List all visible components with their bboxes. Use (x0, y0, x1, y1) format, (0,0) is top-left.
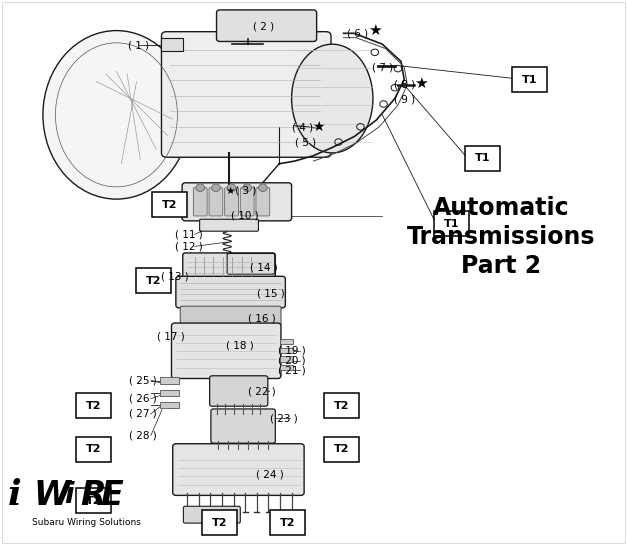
FancyBboxPatch shape (270, 510, 305, 535)
Text: Automatic
Transmissions
Part 2: Automatic Transmissions Part 2 (407, 196, 596, 278)
Text: ( 14 ): ( 14 ) (250, 262, 277, 272)
Text: T2: T2 (146, 276, 162, 286)
FancyBboxPatch shape (209, 187, 223, 216)
Bar (161, 390, 179, 396)
Text: ( 2 ): ( 2 ) (253, 22, 274, 32)
FancyBboxPatch shape (256, 187, 270, 216)
Circle shape (258, 184, 267, 191)
Text: ( 12 ): ( 12 ) (174, 241, 203, 251)
Text: ★: ★ (312, 120, 325, 134)
Text: T2: T2 (280, 518, 295, 528)
FancyBboxPatch shape (216, 10, 317, 41)
Bar (280, 348, 293, 353)
FancyBboxPatch shape (182, 253, 275, 280)
Text: ( 20 ): ( 20 ) (278, 355, 305, 366)
Text: ( 10 ): ( 10 ) (231, 211, 258, 221)
Text: E: E (101, 479, 124, 512)
Text: ( 8 ): ( 8 ) (394, 80, 415, 90)
FancyBboxPatch shape (172, 444, 304, 495)
FancyBboxPatch shape (202, 510, 237, 535)
Text: ★( 3 ): ★( 3 ) (226, 185, 256, 196)
FancyBboxPatch shape (227, 253, 275, 274)
FancyBboxPatch shape (434, 211, 468, 236)
Text: ★: ★ (414, 76, 428, 91)
Text: ( 11 ): ( 11 ) (174, 229, 203, 239)
Text: T2: T2 (85, 444, 101, 454)
Text: T2: T2 (334, 444, 349, 454)
Text: ( 16 ): ( 16 ) (248, 314, 276, 324)
Bar (280, 356, 293, 362)
FancyBboxPatch shape (240, 187, 254, 216)
Text: ( 9 ): ( 9 ) (394, 95, 415, 105)
Text: ( 15 ): ( 15 ) (257, 288, 285, 298)
Text: ( 6 ): ( 6 ) (347, 28, 368, 38)
Text: ( 7 ): ( 7 ) (372, 62, 393, 72)
Text: ( 13 ): ( 13 ) (161, 272, 189, 282)
Text: ( 22 ): ( 22 ) (248, 386, 276, 396)
FancyBboxPatch shape (137, 268, 172, 293)
Text: ( 23 ): ( 23 ) (270, 413, 297, 423)
Text: T2: T2 (334, 401, 349, 411)
Text: ( 27 ): ( 27 ) (129, 409, 157, 419)
FancyBboxPatch shape (180, 306, 281, 326)
Circle shape (243, 184, 251, 191)
Text: T1: T1 (443, 219, 459, 228)
Circle shape (227, 184, 236, 191)
Text: ( 19 ): ( 19 ) (278, 346, 305, 356)
FancyBboxPatch shape (162, 32, 331, 158)
FancyBboxPatch shape (512, 67, 547, 92)
FancyBboxPatch shape (324, 393, 359, 418)
Text: ( 17 ): ( 17 ) (157, 332, 185, 342)
FancyBboxPatch shape (176, 276, 285, 308)
Bar (161, 402, 179, 408)
Text: T2: T2 (162, 199, 177, 209)
Text: ( 4 ): ( 4 ) (292, 123, 313, 133)
Ellipse shape (292, 44, 373, 153)
Text: T2: T2 (85, 496, 101, 506)
Text: T2: T2 (212, 518, 228, 528)
FancyBboxPatch shape (324, 437, 359, 462)
FancyBboxPatch shape (76, 488, 111, 513)
Text: ( 1 ): ( 1 ) (128, 40, 149, 50)
Text: ( 26 ): ( 26 ) (129, 393, 157, 404)
Text: i: i (8, 477, 22, 512)
FancyBboxPatch shape (76, 393, 111, 418)
FancyBboxPatch shape (172, 323, 281, 379)
Text: ( 24 ): ( 24 ) (256, 470, 283, 480)
Bar (161, 378, 179, 384)
Text: R: R (80, 479, 106, 512)
Text: T2: T2 (85, 401, 101, 411)
FancyBboxPatch shape (209, 376, 268, 406)
Text: W: W (33, 479, 70, 512)
Text: i: i (65, 481, 74, 509)
Circle shape (196, 184, 204, 191)
Text: ( 28 ): ( 28 ) (129, 431, 157, 440)
FancyBboxPatch shape (199, 219, 258, 231)
Bar (280, 339, 293, 344)
Ellipse shape (43, 31, 190, 199)
Text: T1: T1 (475, 153, 490, 164)
Bar (280, 365, 293, 371)
FancyBboxPatch shape (224, 187, 238, 216)
FancyBboxPatch shape (161, 38, 183, 51)
FancyBboxPatch shape (465, 146, 500, 171)
FancyBboxPatch shape (152, 192, 187, 217)
FancyBboxPatch shape (182, 183, 292, 221)
Text: Subaru Wiring Solutions: Subaru Wiring Solutions (32, 518, 141, 527)
FancyBboxPatch shape (211, 409, 275, 443)
FancyBboxPatch shape (193, 187, 207, 216)
FancyBboxPatch shape (183, 506, 240, 523)
Text: ( 5 ): ( 5 ) (295, 137, 317, 147)
Text: ( 21 ): ( 21 ) (278, 365, 305, 376)
Text: ★: ★ (368, 23, 382, 38)
Text: ( 25 ): ( 25 ) (129, 375, 157, 385)
Text: T1: T1 (522, 75, 537, 84)
Circle shape (211, 184, 220, 191)
FancyBboxPatch shape (76, 437, 111, 462)
Text: ( 18 ): ( 18 ) (226, 340, 253, 350)
